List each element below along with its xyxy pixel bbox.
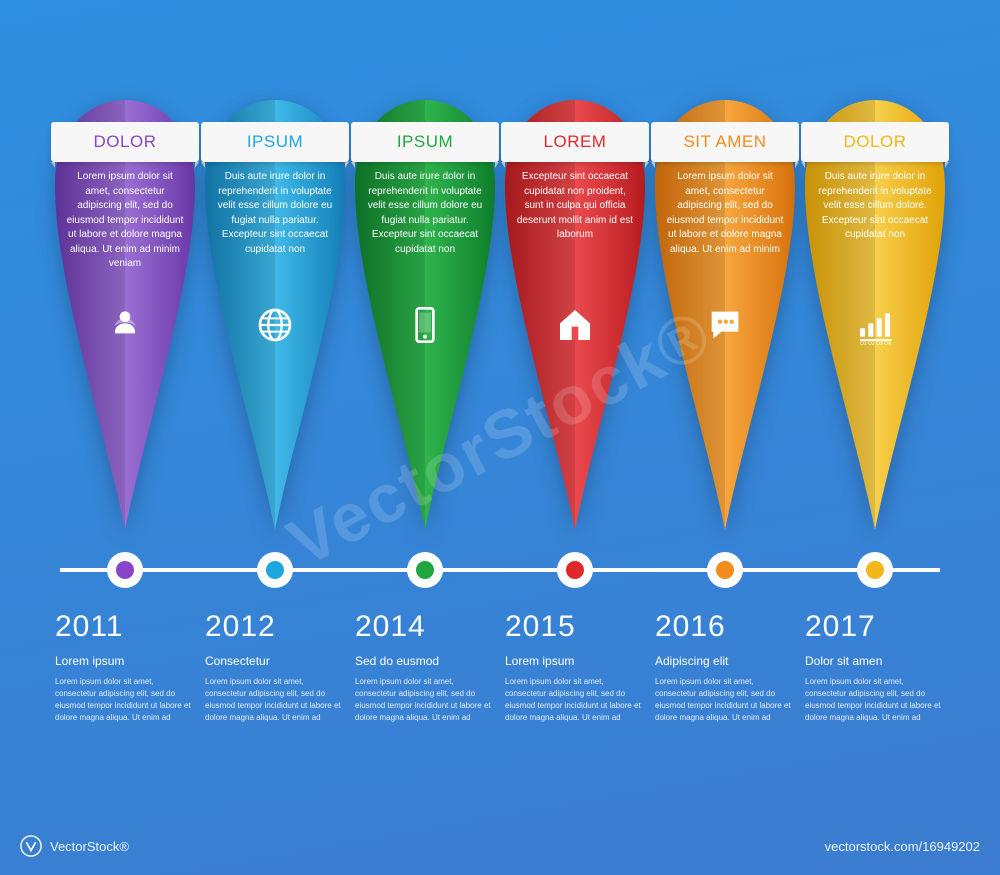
pin-ribbon: DOLOR bbox=[801, 122, 949, 162]
pin-label: IPSUM bbox=[397, 132, 453, 152]
svg-text:Q1 Q2 Q3 Q4: Q1 Q2 Q3 Q4 bbox=[860, 341, 891, 345]
year-subtitle: Lorem ipsum bbox=[55, 654, 195, 668]
pin-description: Lorem ipsum dolor sit amet, consectetur … bbox=[665, 170, 785, 257]
year-number: 2012 bbox=[205, 610, 345, 644]
pin-label: SIT AMEN bbox=[683, 132, 766, 152]
timeline-pin: DOLOR Lorem ipsum dolor sit amet, consec… bbox=[55, 100, 195, 530]
timeline-pin: SIT AMEN Lorem ipsum dolor sit amet, con… bbox=[655, 100, 795, 530]
years-row: 2011 Lorem ipsum Lorem ipsum dolor sit a… bbox=[55, 610, 945, 724]
pin-ribbon: LOREM bbox=[501, 122, 649, 162]
year-number: 2011 bbox=[55, 610, 195, 644]
globe-icon bbox=[205, 305, 345, 345]
year-block: 2015 Lorem ipsum Lorem ipsum dolor sit a… bbox=[505, 610, 645, 724]
pin-label: DOLOR bbox=[844, 132, 907, 152]
phone-icon bbox=[355, 305, 495, 345]
pin-label: LOREM bbox=[544, 132, 607, 152]
year-block: 2017 Dolor sit amen Lorem ipsum dolor si… bbox=[805, 610, 945, 724]
year-number: 2014 bbox=[355, 610, 495, 644]
year-block: 2014 Sed do eusmod Lorem ipsum dolor sit… bbox=[355, 610, 495, 724]
year-number: 2016 bbox=[655, 610, 795, 644]
footer-id: vectorstock.com/16949202 bbox=[825, 839, 980, 854]
year-description: Lorem ipsum dolor sit amet, consectetur … bbox=[355, 676, 495, 724]
year-subtitle: Lorem ipsum bbox=[505, 654, 645, 668]
timeline-pin: IPSUM Duis aute irure dolor in reprehend… bbox=[205, 100, 345, 530]
pin-ribbon: DOLOR bbox=[51, 122, 199, 162]
pin-description: Duis aute irure dolor in reprehenderit i… bbox=[815, 170, 935, 243]
timeline-dot bbox=[355, 552, 495, 588]
pin-description: Excepteur sint occaecat cupidatat non pr… bbox=[515, 170, 635, 243]
year-description: Lorem ipsum dolor sit amet, consectetur … bbox=[805, 676, 945, 724]
footer-brand: VectorStock® bbox=[20, 835, 129, 857]
pins-row: DOLOR Lorem ipsum dolor sit amet, consec… bbox=[55, 100, 945, 530]
pin-ribbon: SIT AMEN bbox=[651, 122, 799, 162]
timeline-pin: DOLOR Duis aute irure dolor in reprehend… bbox=[805, 100, 945, 530]
year-number: 2015 bbox=[505, 610, 645, 644]
timeline-dot bbox=[655, 552, 795, 588]
timeline-dot bbox=[505, 552, 645, 588]
timeline-dot bbox=[205, 552, 345, 588]
person-icon bbox=[55, 305, 195, 345]
year-block: 2012 Consectetur Lorem ipsum dolor sit a… bbox=[205, 610, 345, 724]
year-block: 2011 Lorem ipsum Lorem ipsum dolor sit a… bbox=[55, 610, 195, 724]
year-description: Lorem ipsum dolor sit amet, consectetur … bbox=[205, 676, 345, 724]
year-subtitle: Consectetur bbox=[205, 654, 345, 668]
year-block: 2016 Adipiscing elit Lorem ipsum dolor s… bbox=[655, 610, 795, 724]
year-number: 2017 bbox=[805, 610, 945, 644]
pin-ribbon: IPSUM bbox=[201, 122, 349, 162]
timeline-pin: IPSUM Duis aute irure dolor in reprehend… bbox=[355, 100, 495, 530]
footer: VectorStock® vectorstock.com/16949202 bbox=[20, 835, 980, 857]
timeline-pin: LOREM Excepteur sint occaecat cupidatat … bbox=[505, 100, 645, 530]
pin-description: Duis aute irure dolor in reprehenderit i… bbox=[365, 170, 485, 257]
timeline-dot bbox=[805, 552, 945, 588]
year-subtitle: Dolor sit amen bbox=[805, 654, 945, 668]
year-subtitle: Sed do eusmod bbox=[355, 654, 495, 668]
year-description: Lorem ipsum dolor sit amet, consectetur … bbox=[655, 676, 795, 724]
infographic-canvas: DOLOR Lorem ipsum dolor sit amet, consec… bbox=[0, 0, 1000, 875]
year-subtitle: Adipiscing elit bbox=[655, 654, 795, 668]
year-description: Lorem ipsum dolor sit amet, consectetur … bbox=[55, 676, 195, 724]
timeline-dot bbox=[55, 552, 195, 588]
pin-description: Duis aute irure dolor in reprehenderit i… bbox=[215, 170, 335, 257]
timeline-dots bbox=[55, 552, 945, 588]
year-description: Lorem ipsum dolor sit amet, consectetur … bbox=[505, 676, 645, 724]
logo-icon bbox=[20, 835, 42, 857]
pin-label: IPSUM bbox=[247, 132, 303, 152]
pin-description: Lorem ipsum dolor sit amet, consectetur … bbox=[65, 170, 185, 272]
pin-ribbon: IPSUM bbox=[351, 122, 499, 162]
chat-icon bbox=[655, 305, 795, 345]
bars-icon: Q1 Q2 Q3 Q4 bbox=[805, 305, 945, 345]
footer-brand-text: VectorStock® bbox=[50, 839, 129, 854]
house-icon bbox=[505, 305, 645, 345]
pin-label: DOLOR bbox=[94, 132, 157, 152]
